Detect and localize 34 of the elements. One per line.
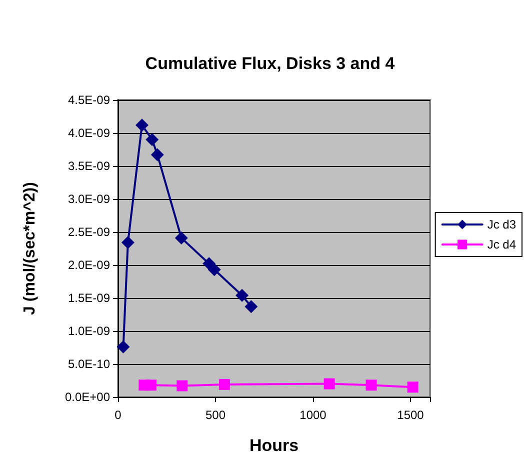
y-tick-label: 4.0E-09: [68, 126, 110, 140]
y-tick-label: 1.0E-09: [68, 324, 110, 338]
point: [218, 378, 230, 390]
y-tick-label: 0.0E+00: [64, 390, 110, 404]
y-tick-label: 4.5E-09: [68, 93, 110, 107]
legend-label: Jc d4: [487, 238, 516, 252]
point: [116, 340, 130, 354]
point: [208, 263, 221, 276]
point: [145, 380, 156, 391]
y-tick-label: 2.0E-09: [68, 258, 110, 272]
y-tick-label: 5.0E-10: [68, 357, 110, 371]
x-tick-label: 500: [205, 408, 226, 422]
point: [244, 300, 258, 314]
chart-title: Cumulative Flux, Disks 3 and 4: [145, 54, 396, 73]
y-tick-label: 3.0E-09: [68, 192, 110, 206]
y-tick-label: 2.5E-09: [68, 225, 110, 239]
point: [236, 288, 249, 302]
point: [176, 380, 188, 392]
y-tick-label: 1.5E-09: [68, 291, 110, 305]
x-tick-label: 1500: [397, 408, 424, 422]
point: [121, 236, 134, 250]
point: [150, 148, 164, 162]
x-tick-label: 1000: [300, 408, 327, 422]
point: [146, 133, 159, 146]
point: [324, 378, 335, 390]
x-tick-label: 0: [114, 408, 122, 422]
point: [407, 382, 418, 393]
point: [135, 118, 148, 132]
y-axis-title: J (mol/(sec*m^2)): [22, 182, 38, 315]
y-tick-label: 3.5E-09: [68, 159, 110, 173]
point: [366, 380, 377, 391]
legend-label: Jc d3: [487, 218, 516, 232]
point: [174, 231, 188, 244]
x-axis-title: Hours: [249, 436, 299, 455]
